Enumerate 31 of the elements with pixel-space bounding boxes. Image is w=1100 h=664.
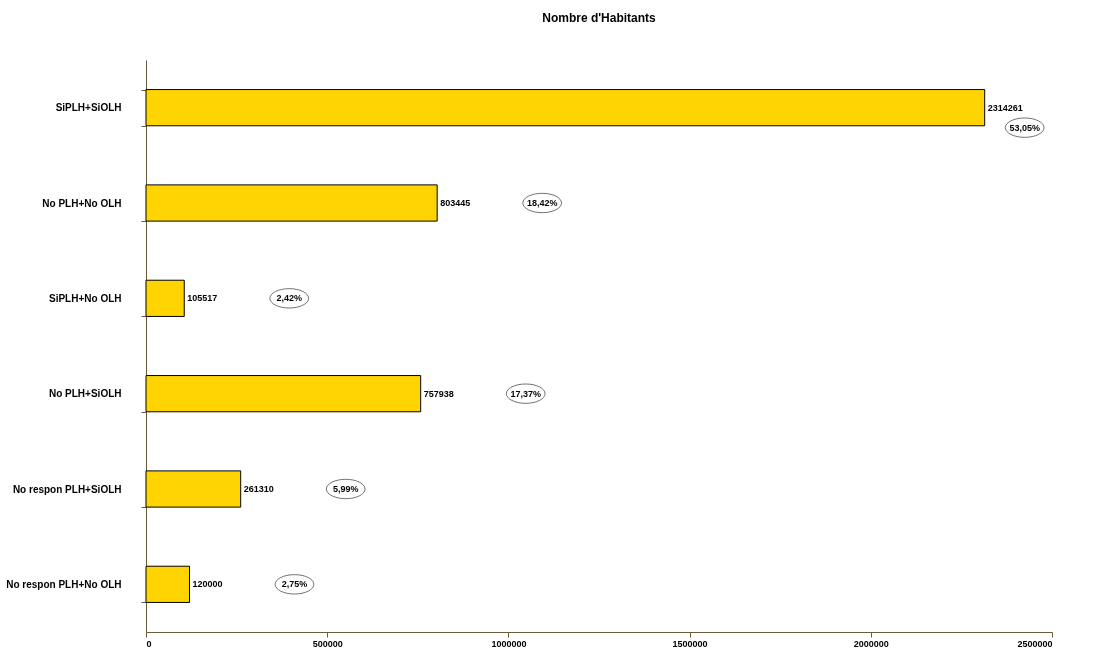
data-label: 2314261 (987, 102, 1023, 113)
data-label: 803445 (440, 198, 471, 208)
y-tick-label: No respon PLH+No OLH (6, 578, 122, 590)
x-tick-label: 2000000 (853, 638, 889, 649)
data-label: 120000 (192, 579, 223, 590)
bar (145, 279, 185, 317)
y-tick-label: SiPLH+No OLH (48, 292, 122, 304)
x-tick-label: 0 (146, 638, 152, 649)
bar (145, 375, 422, 413)
annotation: 2,75% (281, 579, 308, 590)
annotation: 18,42% (526, 198, 558, 208)
y-tick-label: No respon PLH+SiOLH (12, 483, 122, 495)
annotation: 2,42% (276, 293, 303, 304)
bar (145, 565, 190, 603)
annotation: 17,37% (510, 388, 541, 399)
x-tick-label: 500000 (312, 638, 343, 649)
x-tick-label: 2500000 (1017, 638, 1053, 649)
annotation: 5,99% (332, 484, 359, 494)
bar (145, 184, 438, 222)
chart-title: Nombre d'Habitants (542, 11, 657, 25)
bar (145, 470, 242, 508)
annotation: 53,05% (1009, 122, 1040, 133)
data-label: 261310 (243, 484, 274, 494)
y-tick-label: SiPLH+SiOLH (55, 102, 122, 114)
x-tick-label: 1500000 (672, 638, 708, 649)
y-tick-label: No PLH+No OLH (42, 197, 122, 209)
y-tick-label: No PLH+SiOLH (48, 388, 122, 400)
data-label: 105517 (187, 293, 218, 304)
bar (145, 89, 986, 127)
x-tick-label: 1000000 (491, 638, 527, 649)
data-label: 757938 (423, 388, 454, 399)
